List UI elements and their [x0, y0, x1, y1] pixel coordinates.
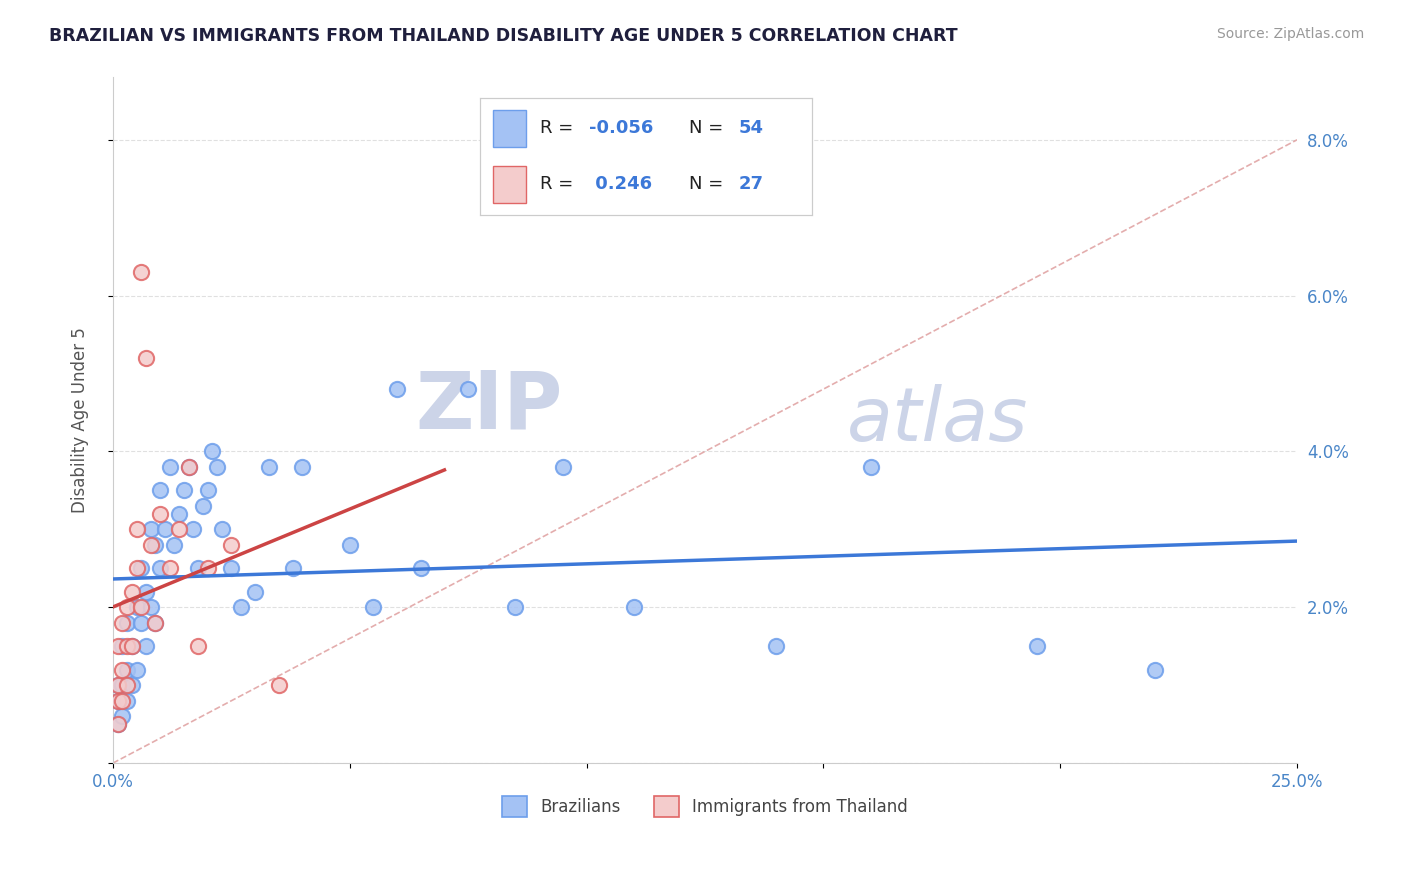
Point	[145, 615, 167, 630]
Point	[145, 538, 167, 552]
Point	[125, 600, 148, 615]
Point	[107, 717, 129, 731]
Point	[167, 522, 190, 536]
Point	[363, 600, 385, 615]
Point	[145, 615, 167, 630]
Point	[229, 600, 252, 615]
Point	[765, 639, 787, 653]
Point	[129, 561, 152, 575]
Text: atlas: atlas	[846, 384, 1028, 457]
Point	[149, 507, 172, 521]
Point	[187, 561, 209, 575]
Point	[159, 561, 181, 575]
Point	[197, 483, 219, 498]
Point	[291, 460, 314, 475]
Point	[115, 694, 138, 708]
Point	[107, 678, 129, 692]
Point	[339, 538, 361, 552]
Point	[121, 639, 143, 653]
Point	[111, 678, 134, 692]
Point	[107, 694, 129, 708]
Point	[111, 615, 134, 630]
Point	[135, 639, 157, 653]
Point	[135, 351, 157, 365]
Point	[219, 538, 242, 552]
Point	[139, 600, 162, 615]
Point	[149, 483, 172, 498]
Point	[243, 584, 266, 599]
Point	[267, 678, 290, 692]
Point	[121, 678, 143, 692]
Point	[159, 460, 181, 475]
Point	[153, 522, 176, 536]
Point	[173, 483, 195, 498]
Point	[551, 460, 574, 475]
Point	[125, 522, 148, 536]
Point	[121, 584, 143, 599]
Point	[121, 639, 143, 653]
Point	[219, 561, 242, 575]
Point	[129, 615, 152, 630]
Point	[457, 382, 479, 396]
Point	[163, 538, 186, 552]
Text: BRAZILIAN VS IMMIGRANTS FROM THAILAND DISABILITY AGE UNDER 5 CORRELATION CHART: BRAZILIAN VS IMMIGRANTS FROM THAILAND DI…	[49, 27, 957, 45]
Point	[205, 460, 228, 475]
Point	[187, 639, 209, 653]
Y-axis label: Disability Age Under 5: Disability Age Under 5	[72, 327, 89, 513]
Point	[211, 522, 233, 536]
Point	[257, 460, 280, 475]
Point	[107, 678, 129, 692]
Point	[149, 561, 172, 575]
Point	[183, 522, 205, 536]
Point	[623, 600, 645, 615]
Point	[177, 460, 200, 475]
Point	[409, 561, 432, 575]
Point	[107, 694, 129, 708]
Point	[505, 600, 527, 615]
Point	[167, 507, 190, 521]
Point	[111, 663, 134, 677]
Point	[1143, 663, 1166, 677]
Point	[111, 639, 134, 653]
Point	[139, 538, 162, 552]
Point	[111, 694, 134, 708]
Point	[125, 663, 148, 677]
Point	[385, 382, 408, 396]
Text: Source: ZipAtlas.com: Source: ZipAtlas.com	[1216, 27, 1364, 41]
Point	[139, 522, 162, 536]
Text: ZIP: ZIP	[416, 368, 562, 446]
Point	[1025, 639, 1047, 653]
Point	[111, 709, 134, 723]
Point	[859, 460, 882, 475]
Point	[115, 639, 138, 653]
Point	[115, 615, 138, 630]
Point	[129, 600, 152, 615]
Point	[125, 561, 148, 575]
Point	[135, 584, 157, 599]
Point	[197, 561, 219, 575]
Point	[129, 265, 152, 279]
Point	[281, 561, 304, 575]
Point	[107, 639, 129, 653]
Legend: Brazilians, Immigrants from Thailand: Brazilians, Immigrants from Thailand	[495, 789, 915, 823]
Point	[115, 663, 138, 677]
Point	[107, 717, 129, 731]
Point	[115, 600, 138, 615]
Point	[115, 678, 138, 692]
Point	[201, 444, 224, 458]
Point	[177, 460, 200, 475]
Point	[191, 499, 214, 513]
